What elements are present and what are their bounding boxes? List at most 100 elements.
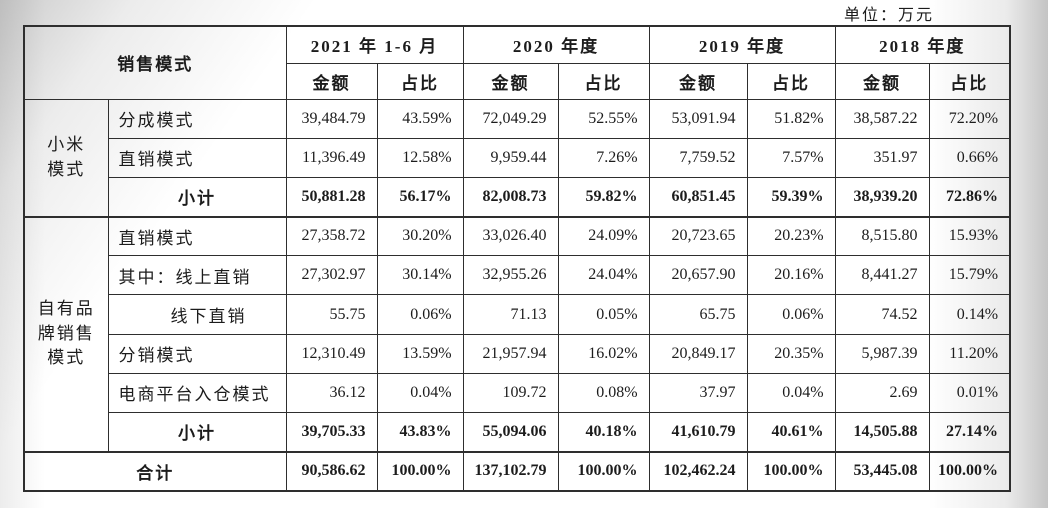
table-row-subtotal: 小计 50,881.28 56.17% 82,008.73 59.82% 60,…	[24, 176, 1011, 218]
row-label: 其中：线上直销	[107, 255, 287, 296]
total-label: 合计	[23, 450, 287, 492]
table-row-total: 合计 90,586.62 100.00% 137,102.79 100.00% …	[23, 450, 1011, 492]
ratio-cell: 100.00%	[928, 450, 1011, 492]
ratio-cell: 59.82%	[557, 176, 650, 218]
table-row: 自有品牌销售模式 直销模式 27,358.72 30.20% 33,026.40…	[23, 215, 1011, 453]
ratio-cell: 7.57%	[746, 137, 836, 178]
header-period-2019: 2019 年度	[648, 25, 836, 64]
amount-header: 金额	[462, 62, 559, 100]
ratio-cell: 12.58%	[376, 137, 464, 178]
amount-cell: 32,955.26	[462, 255, 559, 296]
amount-cell: 137,102.79	[462, 450, 559, 492]
header-period-2020: 2020 年度	[462, 25, 650, 64]
ratio-cell: 7.26%	[557, 137, 650, 178]
amount-cell: 20,849.17	[648, 333, 748, 374]
amount-cell: 39,705.33	[285, 411, 378, 453]
ratio-cell: 51.82%	[746, 98, 836, 139]
ratio-cell: 56.17%	[376, 176, 464, 218]
amount-cell: 53,091.94	[648, 98, 748, 139]
group-header-xiaomi-mode: 小米模式	[23, 98, 109, 218]
amount-cell: 50,881.28	[285, 176, 378, 218]
amount-cell: 20,723.65	[648, 215, 748, 257]
ratio-cell: 27.14%	[928, 411, 1011, 453]
amount-cell: 53,445.08	[834, 450, 930, 492]
header-period-2021h1: 2021 年 1-6 月	[285, 25, 464, 64]
amount-cell: 5,987.39	[834, 333, 930, 374]
amount-cell: 27,358.72	[285, 215, 378, 257]
row-label: 线下直销	[107, 294, 287, 335]
ratio-cell: 24.04%	[557, 255, 650, 296]
header-sales-mode: 销售模式	[23, 25, 287, 100]
ratio-cell: 59.39%	[746, 176, 836, 218]
header-period-2018: 2018 年度	[834, 25, 1011, 64]
amount-cell: 8,441.27	[834, 255, 930, 296]
ratio-cell: 40.18%	[557, 411, 650, 453]
ratio-cell: 100.00%	[376, 450, 464, 492]
amount-header: 金额	[834, 62, 930, 100]
ratio-cell: 0.06%	[376, 294, 464, 335]
ratio-cell: 30.14%	[376, 255, 464, 296]
amount-cell: 20,657.90	[648, 255, 748, 296]
table-row: 电商平台入仓模式 36.12 0.04% 109.72 0.08% 37.97 …	[24, 372, 1011, 414]
amount-cell: 38,587.22	[834, 98, 930, 139]
ratio-header: 占比	[928, 62, 1011, 100]
ratio-cell: 15.79%	[928, 255, 1011, 296]
subtotal-label: 小计	[107, 176, 287, 218]
ratio-cell: 0.04%	[376, 372, 464, 414]
ratio-cell: 0.01%	[928, 372, 1011, 414]
amount-header: 金额	[285, 62, 378, 100]
ratio-cell: 16.02%	[557, 333, 650, 374]
amount-cell: 60,851.45	[648, 176, 748, 218]
table-row-subtotal: 小计 39,705.33 43.83% 55,094.06 40.18% 41,…	[24, 411, 1011, 453]
ratio-cell: 0.05%	[557, 294, 650, 335]
amount-cell: 7,759.52	[648, 137, 748, 178]
amount-header: 金额	[648, 62, 748, 100]
ratio-cell: 20.23%	[746, 215, 836, 257]
amount-cell: 9,959.44	[462, 137, 559, 178]
ratio-cell: 100.00%	[746, 450, 836, 492]
ratio-cell: 0.06%	[746, 294, 836, 335]
sales-mode-table: 销售模式 2021 年 1-6 月 2020 年度 2019 年度 2018 年…	[23, 25, 1012, 492]
amount-cell: 14,505.88	[834, 411, 930, 453]
ratio-header: 占比	[557, 62, 650, 100]
ratio-cell: 52.55%	[557, 98, 650, 139]
amount-cell: 8,515.80	[834, 215, 930, 257]
amount-cell: 33,026.40	[462, 215, 559, 257]
ratio-cell: 0.66%	[928, 137, 1011, 178]
unit-note: 单位：万元	[843, 7, 934, 24]
ratio-cell: 20.35%	[746, 333, 836, 374]
amount-cell: 37.97	[648, 372, 748, 414]
amount-cell: 27,302.97	[285, 255, 378, 296]
amount-cell: 55,094.06	[462, 411, 559, 453]
amount-cell: 71.13	[462, 294, 559, 335]
ratio-header: 占比	[746, 62, 836, 100]
amount-cell: 12,310.49	[285, 333, 378, 374]
amount-cell: 109.72	[462, 372, 559, 414]
amount-cell: 11,396.49	[285, 137, 378, 178]
amount-cell: 72,049.29	[462, 98, 559, 139]
amount-cell: 55.75	[285, 294, 378, 335]
subtotal-label: 小计	[107, 411, 287, 453]
amount-cell: 74.52	[834, 294, 930, 335]
table-row: 直销模式 11,396.49 12.58% 9,959.44 7.26% 7,7…	[24, 137, 1011, 178]
ratio-cell: 20.16%	[746, 255, 836, 296]
amount-cell: 39,484.79	[285, 98, 378, 139]
ratio-cell: 24.09%	[557, 215, 650, 257]
ratio-cell: 43.59%	[376, 98, 464, 139]
ratio-header: 占比	[376, 62, 464, 100]
amount-cell: 41,610.79	[648, 411, 748, 453]
table-row: 分销模式 12,310.49 13.59% 21,957.94 16.02% 2…	[24, 333, 1011, 374]
row-label: 分成模式	[107, 98, 287, 139]
ratio-cell: 40.61%	[746, 411, 836, 453]
ratio-cell: 30.20%	[376, 215, 464, 257]
ratio-cell: 72.20%	[928, 98, 1011, 139]
amount-cell: 351.97	[834, 137, 930, 178]
amount-cell: 2.69	[834, 372, 930, 414]
ratio-cell: 43.83%	[376, 411, 464, 453]
ratio-cell: 0.04%	[746, 372, 836, 414]
ratio-cell: 72.86%	[928, 176, 1011, 218]
table-row: 线下直销 55.75 0.06% 71.13 0.05% 65.75 0.06%…	[24, 294, 1011, 335]
group-header-own-brand-mode: 自有品牌销售模式	[23, 215, 109, 453]
amount-cell: 102,462.24	[648, 450, 748, 492]
